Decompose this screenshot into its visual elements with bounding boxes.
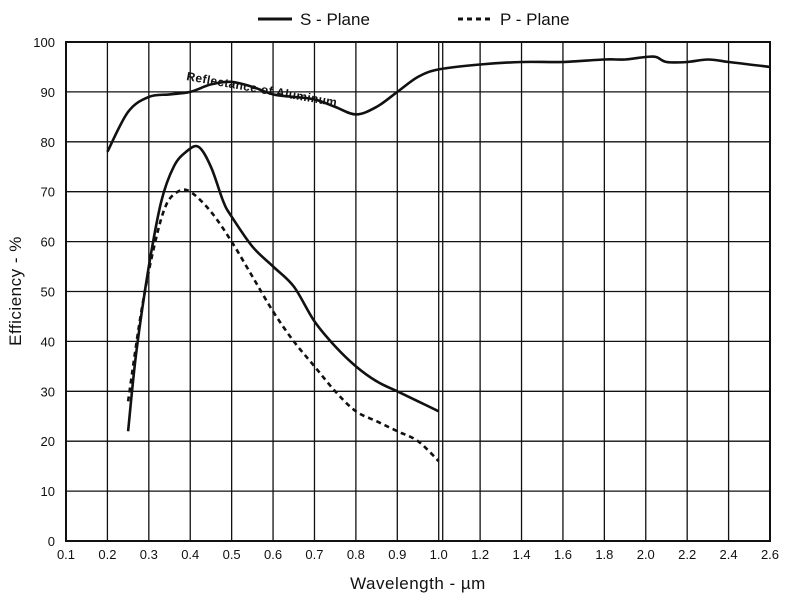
x-tick-label: 2.2 <box>678 547 696 562</box>
legend: S - Plane P - Plane <box>258 10 570 29</box>
x-axis-title: Wavelength - µm <box>350 574 486 593</box>
x-tick-label: 0.6 <box>264 547 282 562</box>
tick-labels: 0.1 0.2 0.3 0.4 0.5 0.6 0.7 0.8 0.9 1.0 1.2 1.4 1.6 1… <box>33 35 779 562</box>
y-tick-label: 20 <box>41 434 55 449</box>
x-tick-label: 0.4 <box>181 547 199 562</box>
x-tick-label: 1.4 <box>512 547 530 562</box>
legend-label-p-plane: P - Plane <box>500 10 570 29</box>
series-aluminum-reflectance-line <box>106 55 771 153</box>
y-tick-label: 30 <box>41 384 55 399</box>
legend-label-s-plane: S - Plane <box>300 10 370 29</box>
y-tick-label: 90 <box>41 85 55 100</box>
x-tick-label: 1.8 <box>595 547 613 562</box>
x-tick-label: 0.8 <box>347 547 365 562</box>
y-tick-label: 40 <box>41 334 55 349</box>
y-tick-label: 0 <box>48 534 55 549</box>
series-layer <box>106 55 771 463</box>
x-tick-label: 0.5 <box>223 547 241 562</box>
y-tick-label: 100 <box>33 35 55 50</box>
x-tick-label: 0.9 <box>388 547 406 562</box>
series-p-plane-line <box>126 188 440 463</box>
y-tick-label: 50 <box>41 285 55 300</box>
y-axis-title: Efficiency - % <box>6 236 25 346</box>
x-tick-label: 0.2 <box>98 547 116 562</box>
x-tick-label: 0.7 <box>305 547 323 562</box>
x-tick-label: 2.4 <box>720 547 738 562</box>
x-tick-label: 1.0 <box>430 547 448 562</box>
grid <box>65 41 771 542</box>
x-tick-label: 0.1 <box>57 547 75 562</box>
x-tick-label: 2.6 <box>761 547 779 562</box>
x-tick-label: 2.0 <box>637 547 655 562</box>
annotation-reflectance-of-aluminum: Reflectance of Aluminum <box>185 69 338 109</box>
plot-frame <box>65 41 771 542</box>
y-tick-label: 60 <box>41 235 55 250</box>
x-tick-label: 1.2 <box>471 547 489 562</box>
series-s-plane-line <box>126 144 440 432</box>
x-tick-label: 0.3 <box>140 547 158 562</box>
y-tick-label: 80 <box>41 135 55 150</box>
y-tick-label: 10 <box>41 484 55 499</box>
x-tick-label: 1.6 <box>554 547 572 562</box>
y-tick-label: 70 <box>41 185 55 200</box>
